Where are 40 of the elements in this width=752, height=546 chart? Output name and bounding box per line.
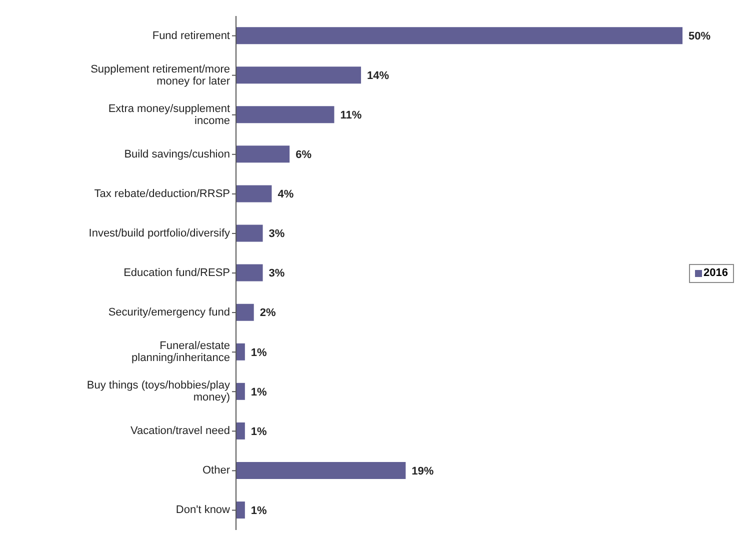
y-tick-label: Don't know (176, 504, 230, 516)
y-tick-label: Security/emergency fund (108, 306, 230, 319)
bar (236, 66, 362, 84)
bar (236, 264, 263, 282)
data-label: 50% (688, 30, 711, 42)
bar (236, 304, 254, 321)
legend-label: 2016 (702, 267, 728, 279)
data-label: 2% (260, 307, 276, 320)
bar (236, 462, 406, 479)
bar (236, 422, 245, 440)
bar (236, 146, 290, 163)
bar (236, 382, 245, 400)
y-tick-label: Invest/build portfolio/diversify (88, 227, 230, 240)
y-tick-label: Supplement retirement/more money for later (90, 63, 230, 88)
y-tick-label: Education fund/RESP (124, 267, 230, 279)
data-label: 19% (412, 465, 434, 478)
y-tick-label: Other (202, 464, 230, 477)
y-tick-label: Build savings/cushion (124, 148, 230, 160)
data-label: 3% (268, 228, 285, 240)
data-label: 6% (296, 149, 312, 162)
data-label: 11% (340, 110, 362, 122)
bar (236, 27, 683, 44)
bar (236, 343, 245, 360)
data-label: 3% (268, 268, 285, 280)
data-label: 14% (367, 70, 390, 82)
y-tick-label: Extra money/supplement income (108, 102, 230, 127)
y-tick-label: Funeral/estate planning/inheritance (132, 340, 230, 364)
bar (236, 224, 263, 242)
data-label: 1% (250, 346, 268, 359)
data-label: 1% (250, 426, 268, 438)
y-tick-label: Vacation/travel need (130, 425, 230, 438)
bar (236, 106, 334, 124)
y-tick-label: Buy things (toys/hobbies/play money) (86, 380, 230, 404)
bar (236, 502, 245, 519)
data-label: 1% (250, 504, 268, 517)
data-label: 1% (250, 386, 268, 398)
y-tick-label: Fund retirement (152, 30, 230, 42)
bar (236, 185, 272, 202)
y-tick-label: Tax rebate/deduction/RRSP (94, 188, 230, 200)
data-label: 4% (278, 188, 294, 201)
